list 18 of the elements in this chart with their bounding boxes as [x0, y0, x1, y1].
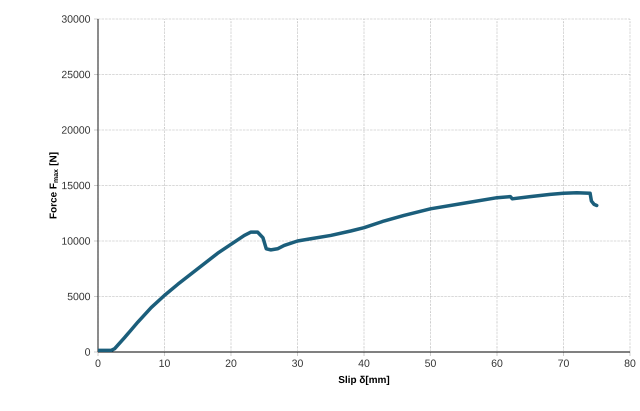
y-tick-label: 5000 [68, 292, 90, 300]
y-tick-label: 30000 [62, 15, 90, 23]
x-tick-label: 10 [159, 360, 170, 367]
x-tick-label: 40 [358, 360, 370, 367]
x-tick-label: 20 [226, 360, 236, 367]
x-tick-label: 60 [492, 360, 502, 367]
y-tick-label: 25000 [62, 70, 90, 78]
x-tick-label: 30 [292, 360, 303, 367]
x-tick-label: 70 [558, 360, 569, 367]
x-tick-label: 80 [624, 360, 636, 367]
y-tick-label: 15000 [62, 182, 90, 190]
x-tick-label: 50 [425, 360, 436, 367]
y-tick-label: 10000 [62, 237, 90, 245]
y-tick-label: 0 [85, 348, 90, 356]
x-tick-label: 0 [96, 360, 100, 367]
x-axis-title: Slip δ[mm] [338, 376, 390, 386]
text: Force F$_{max}$ [N] [49, 152, 59, 218]
y-tick-label: 20000 [62, 126, 90, 134]
